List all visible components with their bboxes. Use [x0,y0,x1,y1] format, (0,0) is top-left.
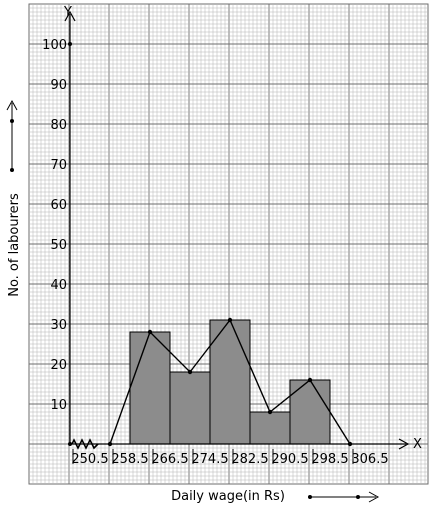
x-axis-break [71,438,99,450]
y-tick-label: 20 [50,358,67,373]
frequency-polygon [107,317,353,447]
y-axis-arrowhead [64,10,76,22]
polygon-point [267,409,273,415]
y-tick-label: 100 [42,38,67,53]
x-tick-label: 266.5 [151,452,188,467]
x-direction-arrow [308,491,380,503]
x-axis-letter: X [413,437,422,452]
y-top-tick-point [68,42,72,46]
polygon-point [187,369,193,375]
y-tick-label: 60 [50,198,67,213]
y-tick-label: 70 [50,158,67,173]
histogram-bar [129,331,171,445]
x-tick-label: 274.5 [191,452,228,467]
y-tick-label: 50 [50,238,67,253]
polygon-point [307,377,313,383]
histogram-bars [129,319,331,445]
x-tick-label: 306.5 [351,452,388,467]
origin-point [68,442,72,446]
x-tick-label: 298.5 [311,452,348,467]
y-tick-label: 90 [50,78,67,93]
histogram-bar [249,411,291,445]
x-axis-title: Daily wage(in Rs) [171,489,285,504]
histogram-bar [209,319,251,445]
histogram-bar [289,379,331,445]
y-tick-label: 80 [50,118,67,133]
y-axis-letter: Y [63,5,72,20]
polygon-point [227,317,233,323]
y-tick-label: 40 [50,278,67,293]
x-tick-label: 258.5 [111,452,148,467]
tick-labels: 10 20 30 40 50 60 70 80 90 100 250.5 258.5 266.5 274.… [42,38,388,467]
polygon-point [107,441,113,447]
x-tick-label: 290.5 [271,452,308,467]
y-direction-arrow [6,99,18,172]
y-tick-label: 10 [50,398,67,413]
x-axis-arrowhead [398,438,410,450]
x-tick-label: 282.5 [231,452,268,467]
histogram-bar [169,371,211,445]
x-tick-label: 250.5 [71,452,108,467]
y-axis-title: No. of labourers [7,193,22,297]
polygon-point [147,329,153,335]
polygon-point [347,441,353,447]
y-tick-label: 30 [50,318,67,333]
